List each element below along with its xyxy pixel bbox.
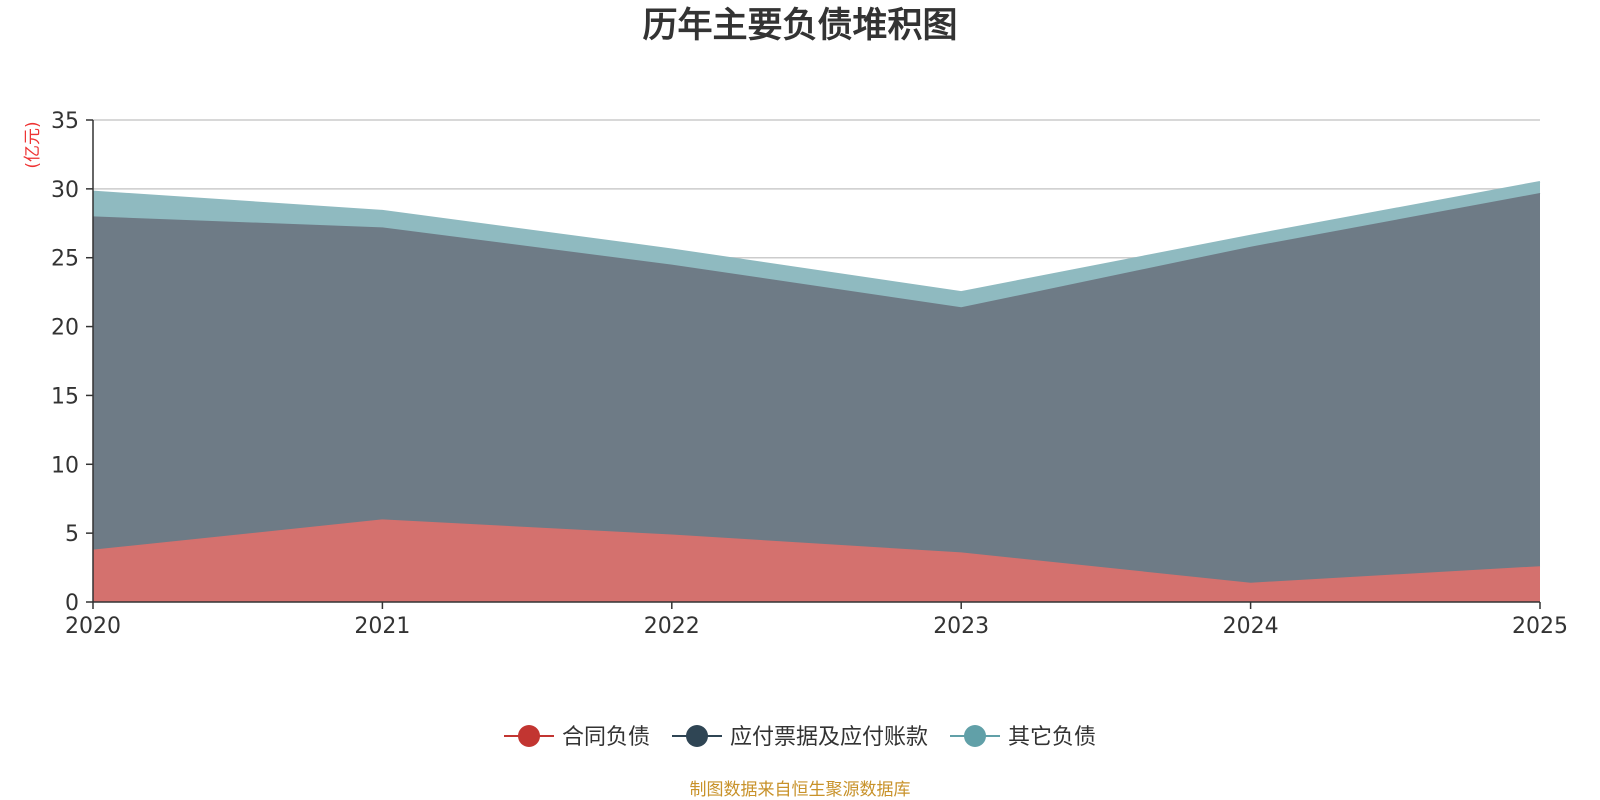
y-tick-label: 25 (51, 247, 79, 272)
area-series-layer (92, 180, 1541, 602)
y-tick-label: 35 (51, 109, 79, 134)
chart-title: 历年主要负债堆积图 (642, 6, 958, 46)
legend-marker (518, 725, 540, 747)
legend-item-3[interactable]: 其它负债 (950, 725, 1096, 750)
legend-item-1[interactable]: 合同负债 (504, 725, 650, 750)
data-source-note: 制图数据来自恒生聚源数据库 (689, 780, 911, 800)
legend-marker (686, 725, 708, 747)
y-tick-label: 10 (51, 453, 79, 478)
legend-label: 应付票据及应付账款 (730, 725, 928, 750)
y-tick-label: 5 (65, 522, 79, 547)
legend-label: 合同负债 (562, 725, 650, 750)
area-series-3 (93, 181, 1540, 308)
x-tick-label: 2023 (933, 614, 989, 639)
y-tick-label: 20 (51, 316, 79, 341)
area-series-3-edge (92, 180, 1541, 294)
y-tick-label: 30 (51, 178, 79, 203)
y-axis-unit-label: (亿元) (23, 121, 43, 168)
x-tick-label: 2022 (644, 614, 700, 639)
x-tick-label: 2025 (1512, 614, 1568, 639)
y-tick-label: 15 (51, 384, 79, 409)
legend-item-2[interactable]: 应付票据及应付账款 (672, 725, 928, 750)
legend: 合同负债 应付票据及应付账款 其它负债 (504, 725, 1096, 750)
area-series-2 (93, 192, 1540, 583)
x-tick-label: 2021 (354, 614, 410, 639)
legend-marker (964, 725, 986, 747)
x-tick-label: 2024 (1223, 614, 1279, 639)
legend-label: 其它负债 (1008, 725, 1096, 750)
x-tick-label: 2020 (65, 614, 121, 639)
area-series-1 (93, 519, 1540, 602)
y-tick-label: 0 (65, 591, 79, 616)
